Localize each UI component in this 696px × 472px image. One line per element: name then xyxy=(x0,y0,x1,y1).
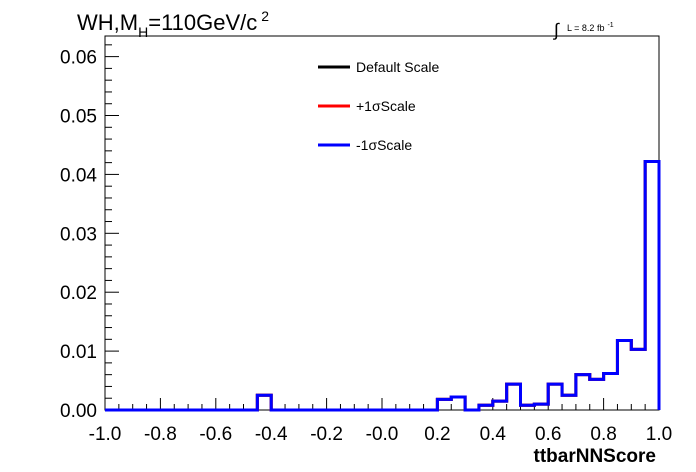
y-tick-label: 0.05 xyxy=(60,107,97,128)
lumi-integral-symbol: ∫ xyxy=(552,20,560,40)
x-tick-label: -1.0 xyxy=(89,424,122,445)
y-tick-label: 0.02 xyxy=(60,283,97,304)
y-tick-label: 0.03 xyxy=(60,224,97,245)
x-tick-label: 0.6 xyxy=(535,424,561,445)
series-layer xyxy=(105,159,661,412)
legend-label: -1σScale xyxy=(356,137,412,153)
series-line xyxy=(105,159,661,412)
x-tick-label: -0.8 xyxy=(144,424,177,445)
x-tick-label: 0.4 xyxy=(480,424,507,445)
y-axis: 0.00 0.01 0.02 0.03 0.04 0.05 0.06 xyxy=(60,44,119,422)
x-tick-label: 1.0 xyxy=(646,424,672,445)
x-tick-label: -0.0 xyxy=(366,424,399,445)
y-tick-label: 0.06 xyxy=(60,48,97,69)
x-axis: -1.0 -0.8 -0.6 -0.4 -0.2 -0.0 0.2 0.4 0.6 0.8 1.0 xyxy=(89,398,672,445)
series-line xyxy=(105,159,661,412)
chart-title: WH,MH=110GeV/c 2 xyxy=(77,8,269,40)
legend-label: Default Scale xyxy=(356,59,439,75)
x-tick-label: -0.6 xyxy=(199,424,232,445)
y-tick-label: 0.04 xyxy=(60,165,97,186)
plot-frame xyxy=(104,35,660,411)
y-tick-label: 0.01 xyxy=(60,342,97,363)
legend: Default Scale +1σScale -1σScale xyxy=(318,59,439,153)
x-tick-label: 0.2 xyxy=(424,424,450,445)
series-line xyxy=(105,159,661,412)
x-tick-label: -0.2 xyxy=(310,424,343,445)
x-tick-label: -0.4 xyxy=(255,424,288,445)
lumi-label: L = 8.2 fb -1 xyxy=(567,22,614,33)
y-tick-label: 0.00 xyxy=(60,401,97,422)
legend-label: +1σScale xyxy=(356,98,416,114)
x-tick-label: 0.8 xyxy=(590,424,616,445)
x-axis-label: ttbarNNScore xyxy=(534,446,656,467)
